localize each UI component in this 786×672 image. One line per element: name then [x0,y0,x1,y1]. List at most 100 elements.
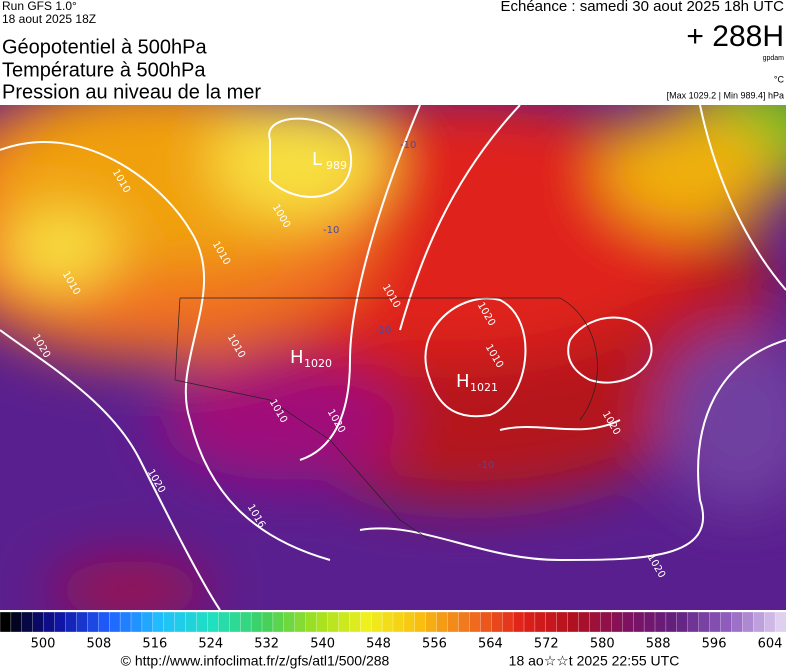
colorbar-tick-label: 500 [31,637,56,652]
unit-geo: gpdam [763,55,785,62]
colorbar-swatch [414,611,427,633]
colorbar-swatch [774,611,786,633]
colorbar-swatch [119,611,132,633]
temperature-label: -10 [323,225,339,236]
colorbar-tick-label: 540 [310,637,335,652]
colorbar-tick-label: 564 [478,637,503,652]
temperature-label: -10 [478,460,494,471]
colorbar-swatch [360,611,372,633]
colorbar-swatch [480,611,492,633]
colorbar-swatch [32,611,45,633]
echeance: Echéance : samedi 30 aout 2025 18h UTC [500,0,784,15]
title-line: Pression au niveau de la mer [2,81,261,103]
title-line: Géopotentiel à 500hPa [2,36,207,58]
temperature-label: -10 [375,325,391,336]
colorbar-tick-label: 556 [422,637,447,652]
colorbar-swatch [65,611,78,633]
lead-time: + 288H [686,20,784,53]
colorbar-tick-label: 532 [254,637,279,652]
colorbar-swatch [218,611,230,633]
colorbar-tick-label: 572 [534,637,559,652]
colorbar-swatch [229,611,241,633]
colorbar-swatch [207,611,219,633]
colorbar-swatch [764,611,776,633]
colorbar-swatch [698,611,711,633]
colorbar-swatch [502,611,514,633]
colorbar-swatch [21,611,34,633]
colorbar-swatch [250,611,263,633]
colorbar-swatch [534,611,547,633]
colorbar-swatch [676,611,689,633]
map [0,105,786,610]
colorbar-tick-label: 516 [142,637,167,652]
colorbar-swatch [152,611,165,633]
colorbar-swatch [545,611,558,633]
colorbar-swatch [622,611,634,633]
colorbar-swatch [316,611,329,633]
colorbar-swatch [403,611,416,633]
colorbar-swatch [174,611,187,633]
center-letter: H [456,371,470,392]
colorbar-tick-label: 524 [198,637,223,652]
colorbar-tick-label: 604 [758,637,783,652]
run-date: 18 aout 2025 18Z [2,12,96,26]
colorbar-swatch [687,611,700,633]
colorbar-swatch [578,611,591,633]
colorbar-swatch [327,611,340,633]
center-value: 1020 [304,357,332,370]
colorbar-swatch [261,611,274,633]
colorbar-swatch [240,611,252,633]
temperature-label: -10 [400,140,416,151]
colorbar-swatch [633,611,645,633]
colorbar-swatch [491,611,503,633]
colorbar-swatch [0,611,12,633]
colorbar-swatch [10,611,23,633]
run-label: Run GFS 1.0° [2,0,77,13]
colorbar-tick-label: 588 [646,637,671,652]
colorbar-swatch [349,611,361,633]
colorbar-swatch [196,611,209,633]
colorbar-swatch [338,611,350,633]
unit-temp: °C [774,74,785,84]
colorbar-swatch [567,611,580,633]
colorbar-swatch [556,611,569,633]
colorbar-swatch [141,611,154,633]
colorbar: 500 508 516 524 532 540 548 556 564 572 580 588 596 6… [0,611,786,652]
colorbar-swatch [512,611,525,633]
colorbar-swatch [611,611,623,633]
colorbar-swatch [720,611,733,633]
colorbar-swatch [371,611,383,633]
colorbar-tick-label: 596 [702,637,727,652]
center-letter: H [290,347,304,368]
colorbar-swatch [654,611,667,633]
colorbar-swatch [272,611,285,633]
colorbar-swatch [381,611,394,633]
center-value: 1021 [470,381,498,394]
colorbar-swatch [425,611,438,633]
colorbar-swatch [589,611,602,633]
colorbar-swatch [731,611,743,633]
colorbar-swatch [283,611,296,633]
colorbar-swatch [54,611,67,633]
colorbar-swatch [98,611,110,633]
colorbar-swatch [742,611,754,633]
colorbar-tick-label: 508 [87,637,112,652]
center-letter: L [312,149,322,170]
colorbar-swatch [305,611,318,633]
colorbar-swatch [469,611,481,633]
colorbar-swatch [109,611,121,633]
footer-stamp: 18 ao☆☆t 2025 22:55 UTC [509,653,680,669]
temperature-field [0,105,786,610]
center-value: 989 [326,159,347,172]
colorbar-swatch [600,611,612,633]
borders [174,297,598,541]
colorbar-swatch [43,611,56,633]
colorbar-swatch [523,611,536,633]
colorbar-swatch [163,611,176,633]
colorbar-swatch [392,611,405,633]
colorbar-swatch [76,611,88,633]
footer-url: © http://www.infoclimat.fr/z/gfs/atl1/50… [121,653,390,669]
colorbar-tick-label: 548 [366,637,391,652]
